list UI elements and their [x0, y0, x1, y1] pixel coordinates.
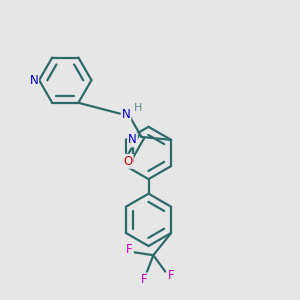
Text: H: H	[134, 103, 142, 113]
Text: F: F	[141, 273, 148, 286]
Text: N: N	[122, 108, 130, 121]
Text: F: F	[126, 243, 133, 256]
Text: N: N	[29, 74, 38, 87]
Text: N: N	[128, 134, 137, 146]
Text: F: F	[168, 268, 175, 282]
Text: O: O	[123, 155, 133, 168]
